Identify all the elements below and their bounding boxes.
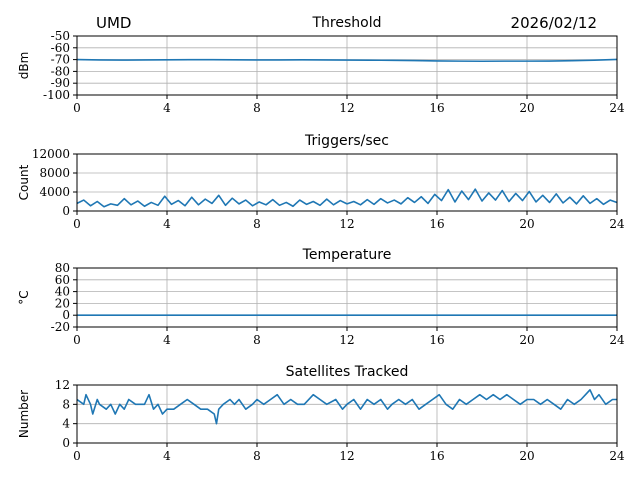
x-tick-label-3: 12 — [339, 449, 354, 463]
x-tick-label-2: 8 — [253, 217, 261, 231]
x-tick-label-1: 4 — [163, 101, 171, 115]
x-tick-label-0: 0 — [73, 449, 81, 463]
y-tick-label-3: 12 — [55, 378, 70, 392]
y-tick-label-3: 12000 — [32, 147, 70, 161]
y-tick-label-3: -70 — [51, 53, 70, 67]
y-tick-label-4: 60 — [55, 273, 70, 287]
y-axis-label: °C — [17, 290, 31, 304]
series-line-0 — [76, 58, 618, 63]
chart-title: Triggers/sec — [304, 133, 389, 149]
station-name: UMD — [96, 14, 131, 32]
x-tick-label-2: 8 — [253, 449, 261, 463]
x-tick-label-6: 24 — [609, 101, 625, 115]
x-tick-label-2: 8 — [253, 333, 261, 347]
x-tick-label-4: 16 — [429, 449, 444, 463]
x-tick-label-1: 4 — [163, 333, 171, 347]
chart-title: Satellites Tracked — [286, 364, 409, 380]
x-tick-label-5: 20 — [519, 449, 534, 463]
x-tick-label-1: 4 — [163, 217, 171, 231]
y-tick-label-5: 80 — [55, 261, 70, 275]
y-tick-label-2: 8 — [62, 397, 70, 411]
y-tick-label-0: 0 — [62, 436, 70, 450]
x-tick-label-3: 12 — [339, 217, 354, 231]
x-tick-label-4: 16 — [429, 333, 444, 347]
y-tick-label-2: 20 — [55, 296, 70, 310]
x-tick-label-0: 0 — [73, 217, 81, 231]
y-tick-label-1: 4000 — [39, 185, 70, 199]
y-axis-label: dBm — [17, 52, 31, 80]
y-axis-label: Count — [17, 164, 31, 200]
x-tick-label-1: 4 — [163, 449, 171, 463]
y-tick-label-0: -20 — [51, 320, 70, 334]
x-tick-label-4: 16 — [429, 101, 444, 115]
x-tick-label-6: 24 — [609, 333, 625, 347]
y-tick-label-2: 8000 — [39, 166, 70, 180]
y-tick-label-1: 0 — [62, 308, 70, 322]
y-tick-label-4: -60 — [51, 41, 70, 55]
y-tick-label-0: 0 — [62, 204, 70, 218]
report-date: 2026/02/12 — [511, 14, 597, 32]
y-tick-label-1: 4 — [62, 417, 70, 431]
chart-panel-1: 0 4 8 12 16 20 24 0 4000 8000 12000 Triggers/sec Cou… — [17, 133, 625, 231]
series-line-0 — [76, 389, 617, 425]
y-tick-label-3: 40 — [55, 285, 70, 299]
chart-panel-0: 0 4 8 12 16 20 24 -100-90-80-70-60-50 Threshold d… — [17, 15, 625, 115]
x-tick-label-2: 8 — [253, 101, 261, 115]
y-axis-label: Number — [17, 390, 31, 438]
x-tick-label-5: 20 — [519, 217, 534, 231]
x-tick-label-6: 24 — [609, 217, 625, 231]
x-tick-label-5: 20 — [519, 333, 534, 347]
x-tick-label-4: 16 — [429, 217, 444, 231]
x-tick-label-6: 24 — [609, 449, 625, 463]
chart-title: Temperature — [302, 247, 392, 263]
y-tick-label-0: -100 — [43, 88, 70, 102]
chart-panel-3: 0 4 8 12 16 20 24 0 4 8 12 Satellites Tracked Number — [17, 364, 625, 463]
x-tick-label-5: 20 — [519, 101, 534, 115]
y-tick-label-5: -50 — [51, 29, 70, 43]
x-tick-label-0: 0 — [73, 101, 81, 115]
y-tick-label-2: -80 — [51, 64, 70, 78]
chart-title: Threshold — [312, 15, 382, 31]
series-line-0 — [76, 188, 618, 208]
x-tick-label-3: 12 — [339, 333, 354, 347]
x-tick-label-3: 12 — [339, 101, 354, 115]
x-tick-label-0: 0 — [73, 333, 81, 347]
y-tick-label-1: -90 — [51, 76, 70, 90]
